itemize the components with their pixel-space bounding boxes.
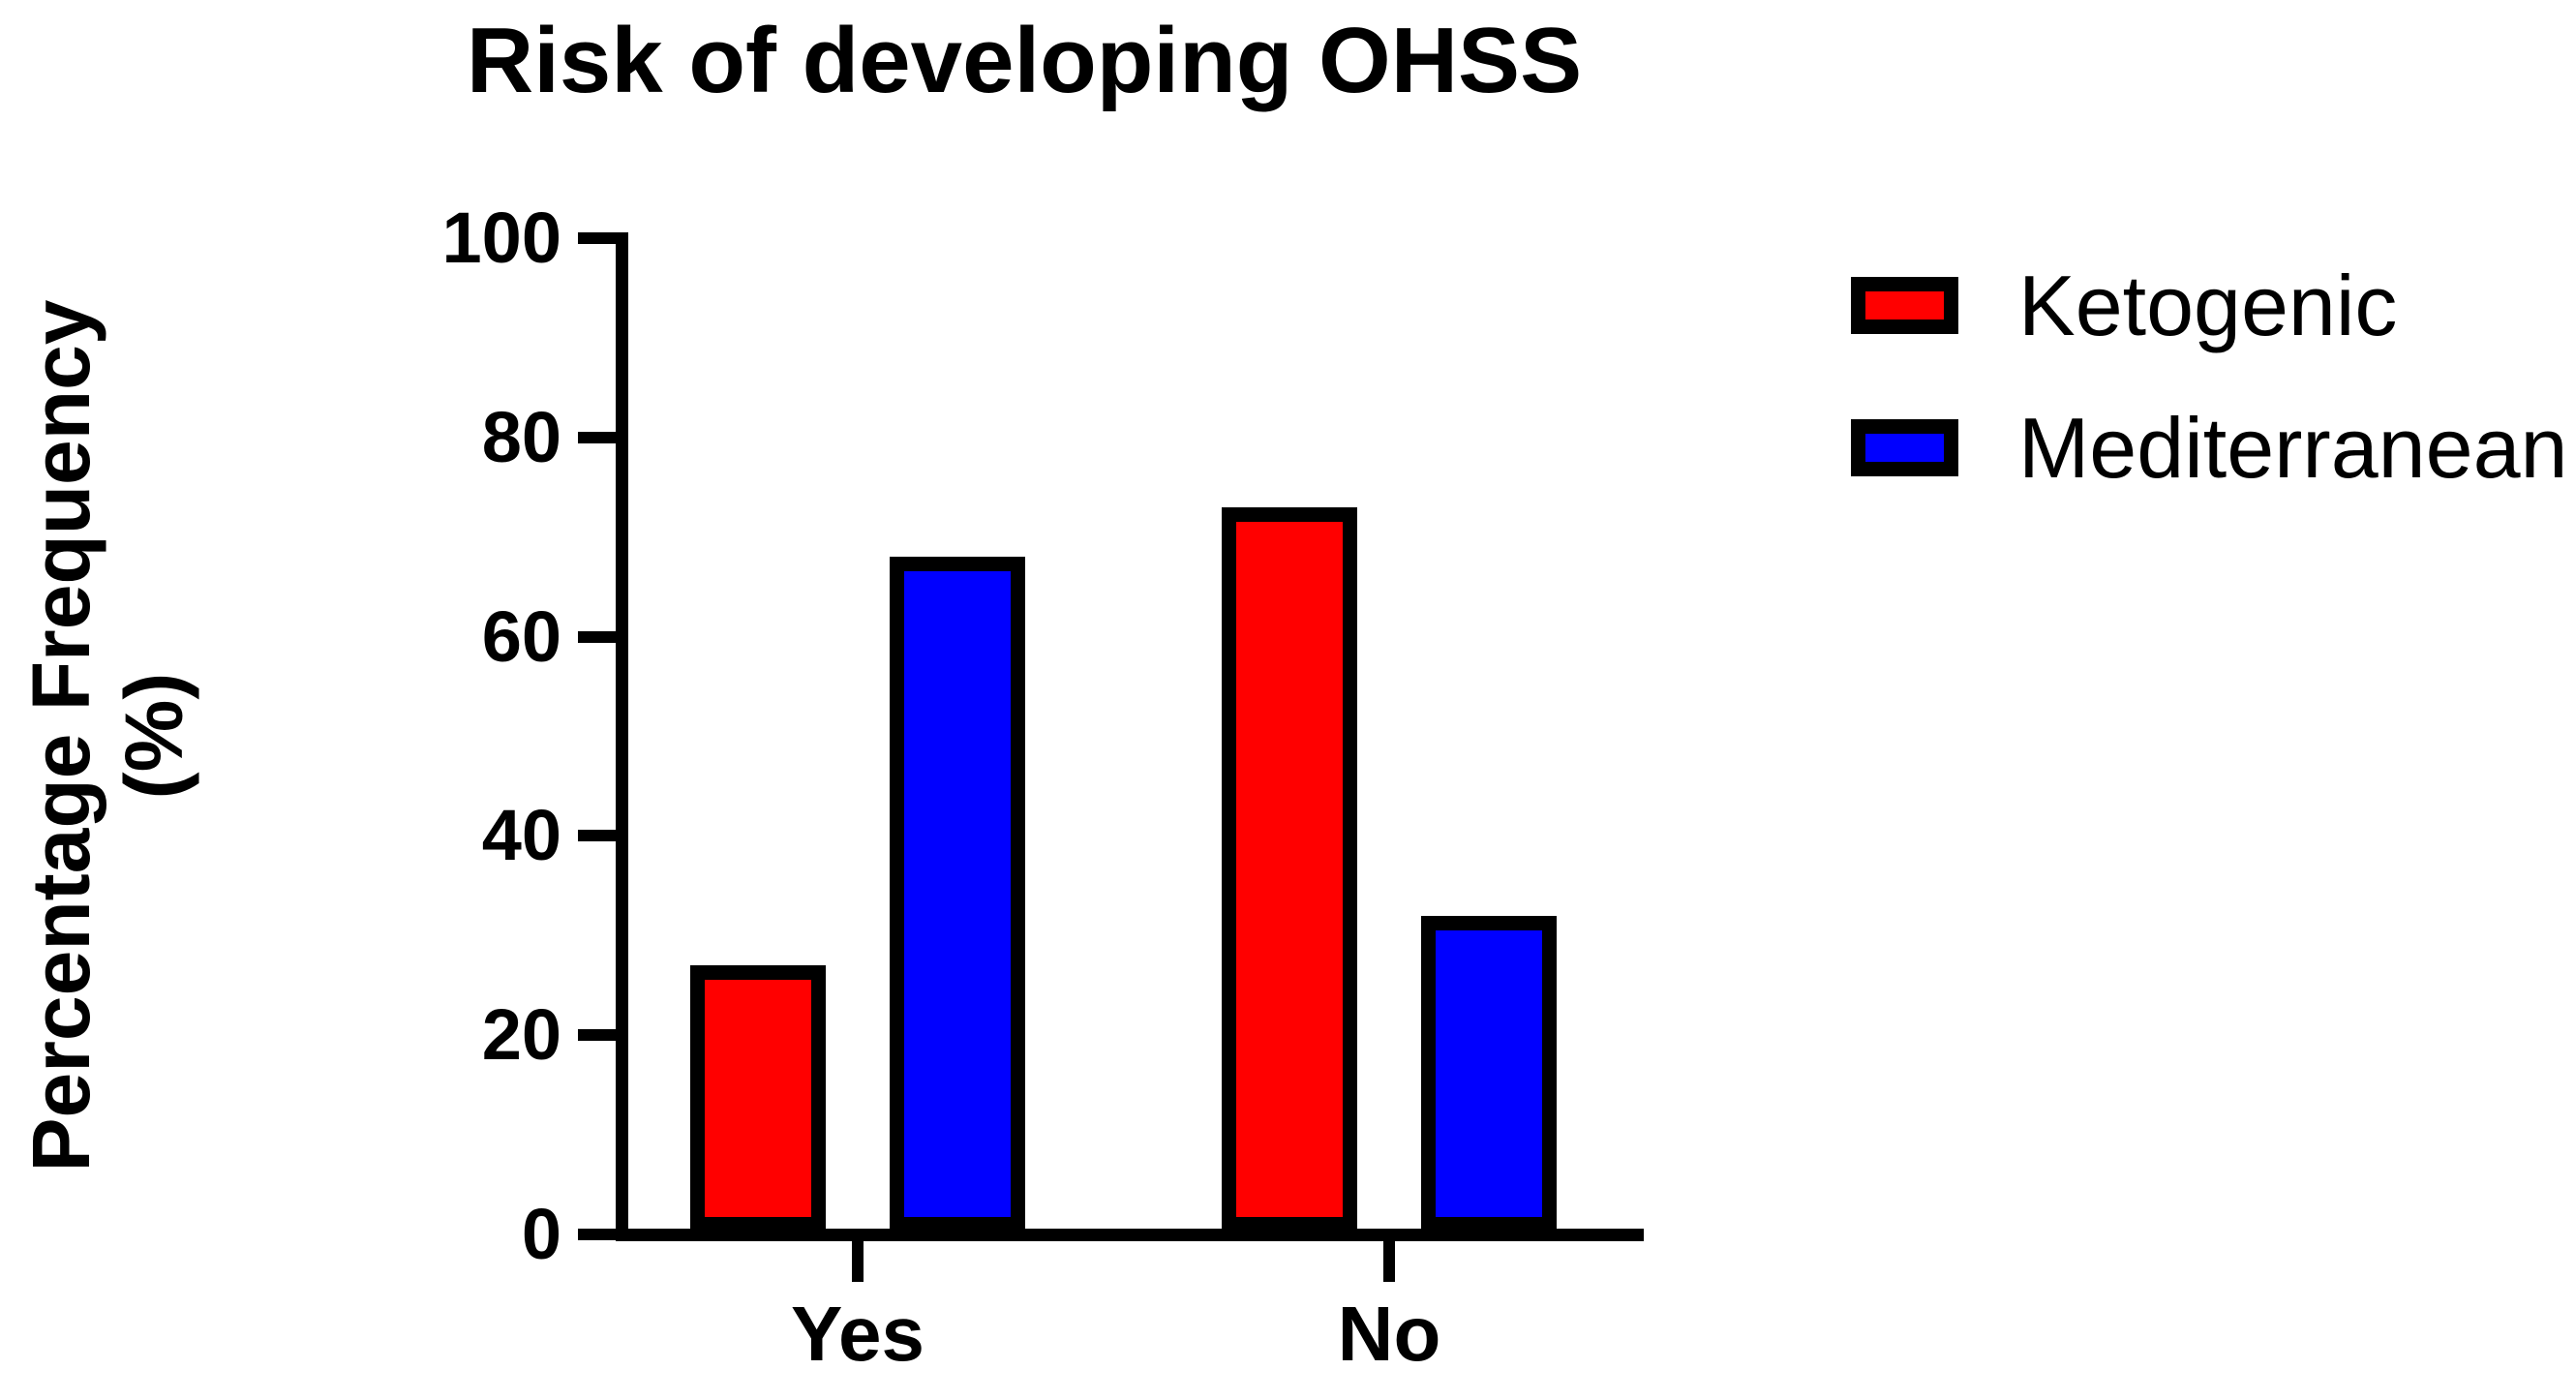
chart-title: Risk of developing OHSS (466, 9, 1583, 112)
y-tick-60 (578, 631, 616, 643)
bar-yes-ketogenic (690, 965, 826, 1232)
y-tick-label-60: 60 (481, 596, 561, 677)
legend-label-mediterranean: Mediterranean (2018, 400, 2568, 496)
y-tick-40 (578, 830, 616, 841)
legend-swatch-ketogenic (1851, 277, 1958, 334)
y-tick-80 (578, 432, 616, 443)
y-axis-label-line1: Percentage Frequency (15, 299, 106, 1172)
y-tick-label-20: 20 (481, 994, 561, 1075)
y-tick-0 (578, 1229, 616, 1240)
y-tick-20 (578, 1029, 616, 1041)
y-axis-label: Percentage Frequency (%) (15, 58, 208, 1400)
bar-yes-mediterranean (890, 557, 1025, 1232)
x-axis-line (616, 1229, 1644, 1241)
bar-no-mediterranean (1421, 916, 1557, 1232)
bar-no-ketogenic (1222, 507, 1357, 1232)
y-tick-label-80: 80 (481, 397, 561, 477)
y-axis-line (616, 232, 628, 1241)
legend-swatch-mediterranean (1851, 419, 1958, 476)
y-tick-100 (578, 232, 616, 244)
x-tick-yes (852, 1241, 864, 1282)
y-tick-label-100: 100 (441, 198, 561, 278)
x-category-label-yes: Yes (791, 1291, 924, 1377)
y-axis-label-line2: (%) (108, 672, 199, 800)
y-tick-label-40: 40 (481, 795, 561, 875)
x-tick-no (1383, 1241, 1395, 1282)
y-tick-label-0: 0 (521, 1194, 561, 1274)
legend-label-ketogenic: Ketogenic (2018, 258, 2398, 353)
x-category-label-no: No (1337, 1291, 1441, 1377)
